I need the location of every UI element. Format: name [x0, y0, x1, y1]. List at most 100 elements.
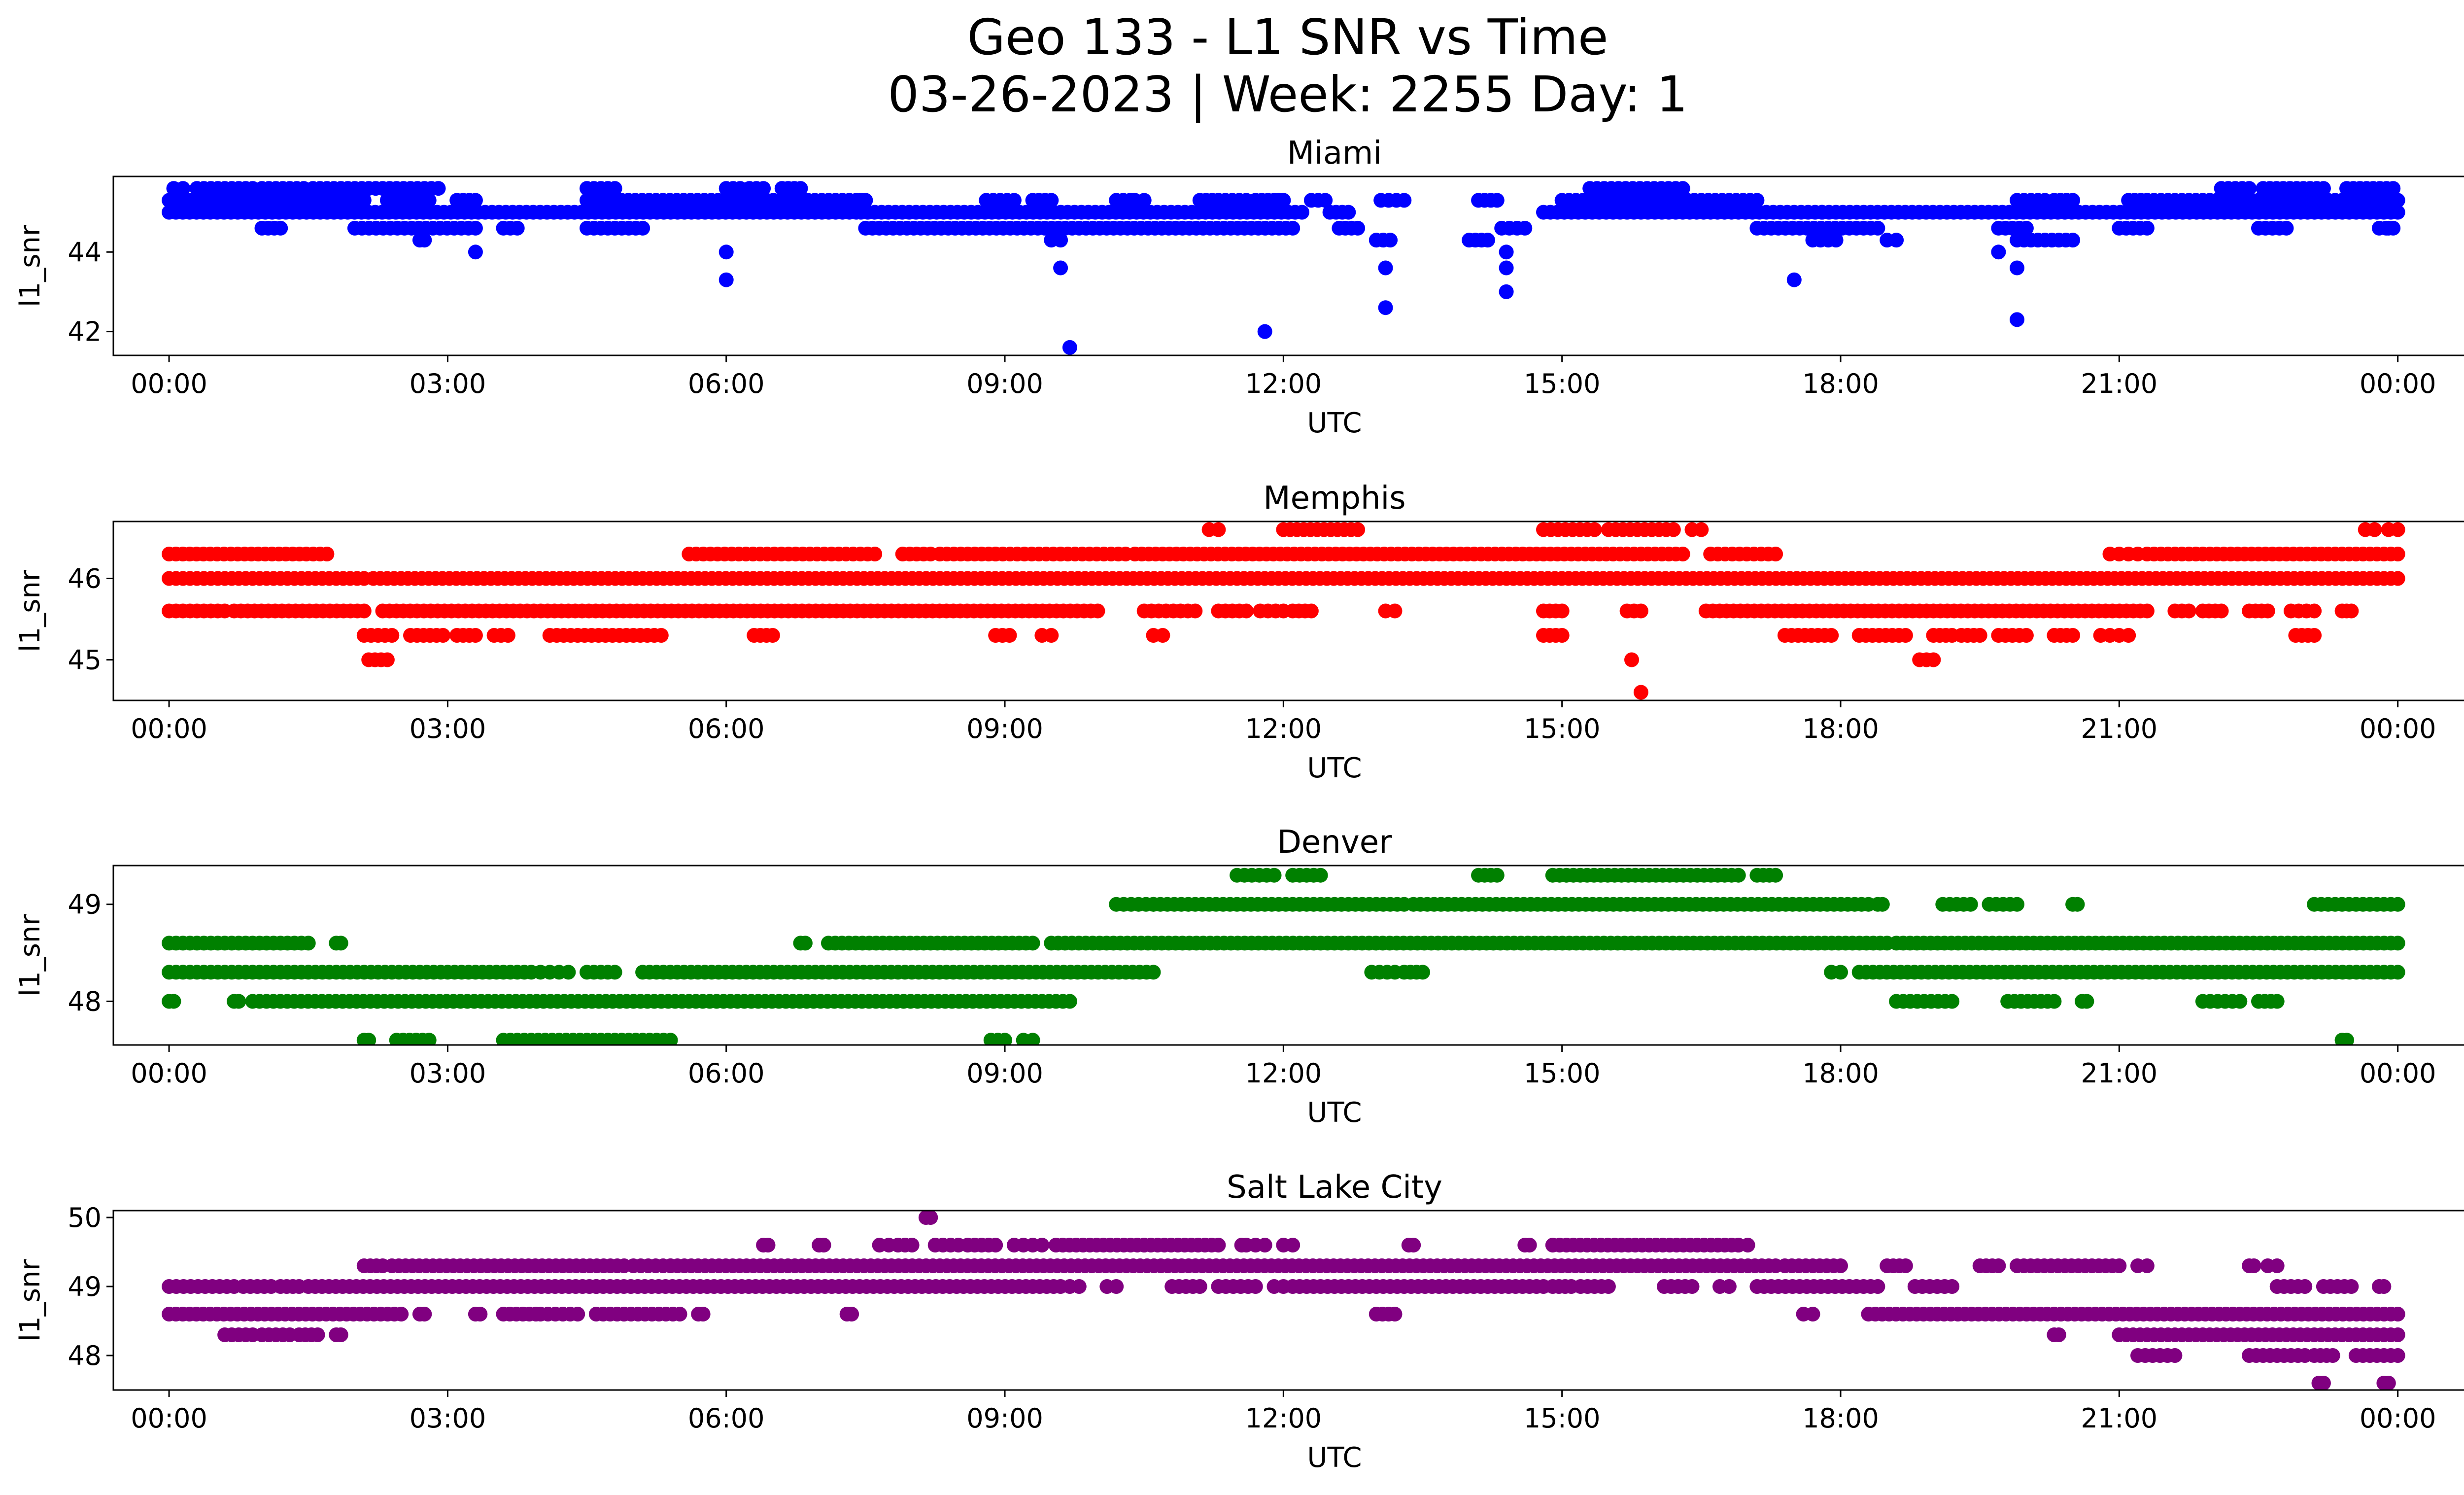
- data-point: [607, 965, 622, 980]
- data-point: [1991, 1258, 2006, 1273]
- data-point: [2121, 628, 2136, 643]
- x-tick-label: 00:00: [131, 1058, 207, 1089]
- data-point: [561, 965, 576, 980]
- data-point: [394, 1307, 409, 1321]
- x-axis-label: UTC: [1307, 407, 1362, 439]
- data-point: [719, 272, 734, 287]
- data-point: [1276, 193, 1291, 208]
- panel-title: Memphis: [1263, 480, 1405, 517]
- x-tick-label: 00:00: [2360, 368, 2436, 399]
- data-point: [1675, 547, 1690, 561]
- data-point: [175, 181, 191, 196]
- data-point: [1188, 603, 1203, 619]
- data-point: [1824, 628, 1839, 643]
- data-point: [1397, 193, 1412, 208]
- data-point: [816, 1238, 831, 1252]
- data-point: [1239, 603, 1254, 619]
- data-point: [319, 547, 335, 561]
- data-point: [1387, 603, 1403, 619]
- data-point: [333, 936, 348, 951]
- data-point: [1155, 628, 1170, 643]
- data-point: [1257, 324, 1272, 339]
- data-point: [923, 1211, 938, 1225]
- data-point: [1489, 193, 1505, 208]
- data-point: [1587, 522, 1602, 537]
- data-point: [468, 628, 483, 643]
- data-point: [1062, 994, 1077, 1009]
- panel-title: Denver: [1277, 824, 1392, 861]
- data-point: [1945, 1279, 1960, 1294]
- data-point: [2010, 260, 2024, 276]
- data-point: [1554, 603, 1570, 619]
- data-point: [1963, 897, 1978, 912]
- x-tick-label: 15:00: [1524, 1403, 1601, 1434]
- data-point: [1633, 685, 1648, 700]
- data-point: [1499, 284, 1514, 299]
- data-point: [2181, 603, 2196, 619]
- data-point: [1002, 628, 1017, 643]
- plot-frame: [112, 175, 2464, 356]
- data-point: [1415, 965, 1430, 980]
- data-point: [1211, 1238, 1226, 1252]
- data-point: [2376, 1279, 2392, 1294]
- data-point: [2381, 220, 2396, 236]
- x-tick-label: 09:00: [966, 713, 1043, 744]
- x-tick-label: 18:00: [1802, 368, 1879, 399]
- data-point: [2307, 628, 2322, 643]
- x-tick-label: 15:00: [1524, 368, 1601, 399]
- data-point: [2112, 1258, 2127, 1273]
- data-point: [2325, 1348, 2340, 1363]
- data-point: [2386, 181, 2401, 196]
- data-point: [635, 220, 650, 236]
- data-point: [1350, 220, 1366, 236]
- data-point: [1090, 603, 1105, 619]
- data-point: [421, 1033, 437, 1045]
- data-point: [468, 193, 483, 208]
- y-axis-label: l1_snr: [14, 224, 46, 307]
- x-tick-label: 18:00: [1802, 1058, 1879, 1089]
- data-point: [997, 1033, 1012, 1045]
- data-point: [2065, 628, 2081, 643]
- x-tick-label: 21:00: [2081, 713, 2158, 744]
- plot-frame: [112, 521, 2464, 701]
- data-point: [1666, 522, 1681, 537]
- data-point: [1740, 1238, 1755, 1252]
- data-point: [2269, 1258, 2285, 1273]
- data-point: [2316, 1376, 2331, 1390]
- x-tick-label: 15:00: [1524, 1058, 1601, 1089]
- data-point: [361, 1033, 376, 1045]
- figure-title: Geo 133 - L1 SNR vs Time 03-26-2023 | We…: [0, 9, 2464, 123]
- x-axis-label: UTC: [1307, 1097, 1362, 1129]
- data-point: [1768, 547, 1783, 561]
- data-point: [356, 603, 372, 619]
- data-point: [695, 1307, 711, 1321]
- panel-0: 00:00 03:00 06:00 09:00 12:00 15:00 18:00 21:00…: [14, 135, 2464, 439]
- data-point: [1768, 868, 1783, 883]
- data-point: [310, 1327, 325, 1342]
- x-tick-label: 00:00: [131, 713, 207, 744]
- x-tick-label: 09:00: [966, 368, 1043, 399]
- y-tick-label: 46: [68, 563, 102, 594]
- x-tick-label: 18:00: [1802, 713, 1879, 744]
- data-point: [1318, 193, 1333, 208]
- data-point: [1109, 1279, 1124, 1294]
- data-point: [1387, 1307, 1403, 1321]
- x-tick-label: 12:00: [1245, 1403, 1322, 1434]
- data-point: [1378, 300, 1393, 315]
- data-point: [1833, 965, 1848, 980]
- y-tick-label: 48: [68, 986, 102, 1017]
- x-tick-label: 09:00: [966, 1403, 1043, 1434]
- data-point: [653, 628, 669, 643]
- data-point: [2390, 936, 2405, 951]
- data-point: [760, 1238, 776, 1252]
- x-tick-label: 21:00: [2081, 1058, 2158, 1089]
- data-point: [844, 1307, 859, 1321]
- data-point: [858, 193, 873, 208]
- data-point: [1972, 628, 1987, 643]
- data-point: [2390, 571, 2405, 586]
- x-tick-label: 12:00: [1245, 713, 1322, 744]
- data-markers: [162, 868, 2405, 1045]
- data-point: [2390, 1327, 2405, 1342]
- data-point: [1633, 603, 1648, 619]
